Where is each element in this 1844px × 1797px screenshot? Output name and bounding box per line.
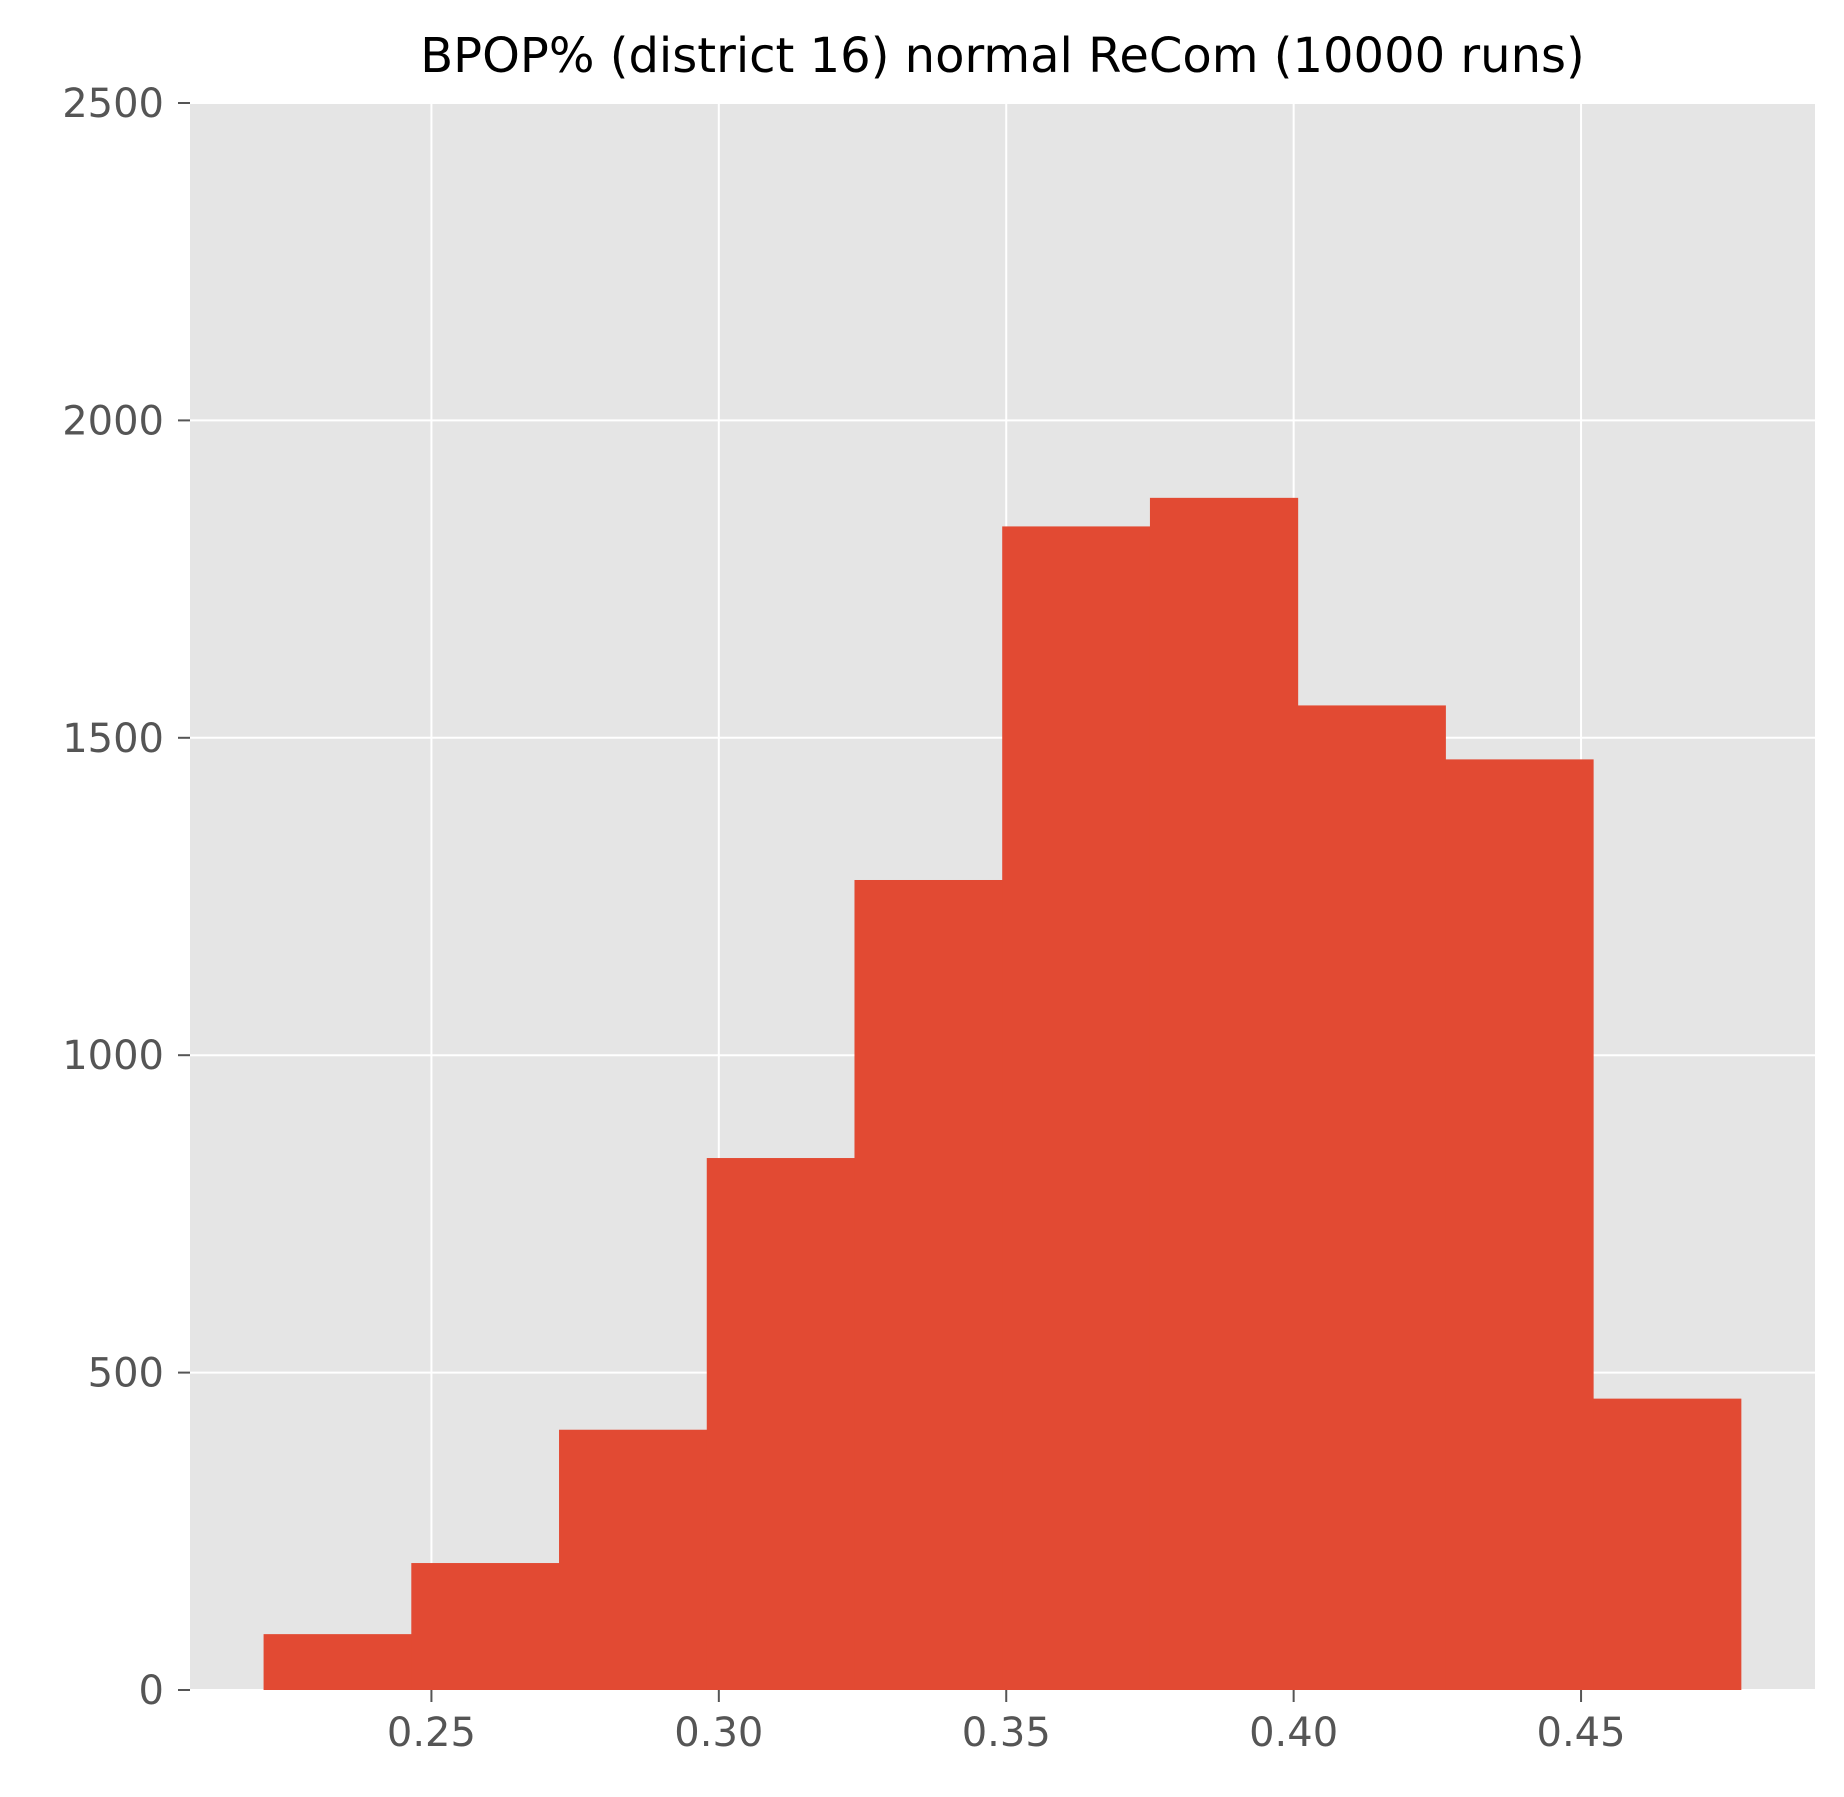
histogram-bar: [1593, 1398, 1742, 1690]
y-axis: 0 500 1000 1500 2000 2500: [62, 81, 190, 1714]
histogram-bar: [1149, 497, 1299, 1691]
histogram-bar: [1445, 759, 1594, 1690]
y-tick-label: 2000: [62, 398, 164, 444]
histogram-bar: [706, 1158, 855, 1690]
histogram-bar: [854, 879, 1003, 1690]
histogram-bars: [263, 497, 1742, 1691]
x-tick-label: 0.45: [1537, 1710, 1626, 1756]
y-tick-label: 1000: [62, 1033, 164, 1079]
y-tick-label: 2500: [62, 81, 164, 127]
y-tick-label: 0: [139, 1668, 164, 1714]
histogram-bar: [411, 1563, 560, 1690]
histogram-bar: [559, 1429, 708, 1690]
histogram-bar: [1297, 705, 1446, 1690]
y-tick-label: 500: [88, 1351, 164, 1397]
x-axis: 0.25 0.30 0.35 0.40 0.45: [387, 1690, 1626, 1756]
histogram-bar: [263, 1634, 412, 1690]
histogram-bar: [1002, 526, 1151, 1690]
y-tick-label: 1500: [62, 716, 164, 762]
x-tick-label: 0.40: [1249, 1710, 1338, 1756]
chart-title: BPOP% (district 16) normal ReCom (10000 …: [420, 28, 1585, 84]
x-tick-label: 0.30: [674, 1710, 763, 1756]
x-tick-label: 0.25: [387, 1710, 476, 1756]
x-tick-label: 0.35: [962, 1710, 1051, 1756]
